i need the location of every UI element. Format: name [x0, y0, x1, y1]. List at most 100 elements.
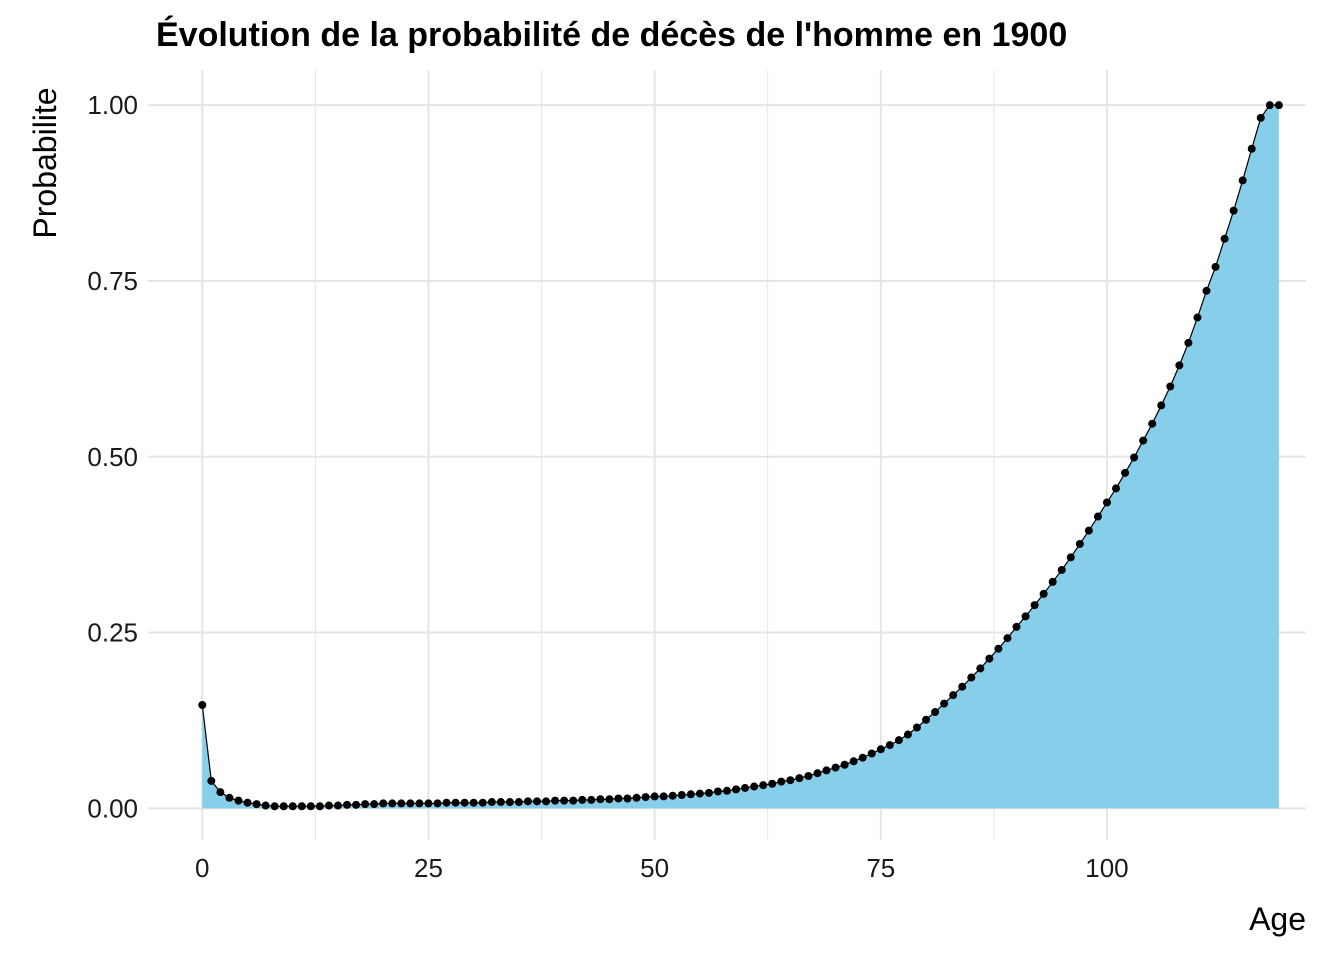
data-point — [207, 776, 216, 785]
data-point — [415, 799, 424, 808]
data-point — [777, 777, 786, 786]
data-point — [424, 799, 433, 808]
data-point — [949, 691, 958, 700]
data-point — [1048, 577, 1057, 586]
data-point — [1184, 338, 1193, 347]
data-point — [496, 798, 505, 807]
data-point — [940, 699, 949, 708]
data-point — [704, 788, 713, 797]
data-point — [858, 753, 867, 762]
data-point — [1066, 553, 1075, 562]
data-point — [306, 802, 315, 811]
data-point — [641, 793, 650, 802]
data-point — [1193, 313, 1202, 322]
data-point — [759, 781, 768, 790]
y-tick-label: 0.00 — [87, 793, 138, 823]
data-point — [713, 787, 722, 796]
data-point — [252, 800, 261, 809]
data-point — [1021, 612, 1030, 621]
data-point — [849, 757, 858, 766]
data-point — [1112, 484, 1121, 493]
data-point — [831, 763, 840, 772]
data-point — [967, 673, 976, 682]
data-point — [1130, 453, 1139, 462]
data-point — [478, 798, 487, 807]
data-point — [1057, 565, 1066, 574]
data-point — [1121, 468, 1130, 477]
data-point — [469, 798, 478, 807]
data-point — [1238, 176, 1247, 185]
data-point — [514, 798, 523, 807]
data-point — [442, 798, 451, 807]
data-point — [976, 664, 985, 673]
data-point — [1148, 419, 1157, 428]
data-point — [1003, 634, 1012, 643]
data-point — [198, 700, 207, 709]
data-point — [1211, 262, 1220, 271]
data-point — [1030, 601, 1039, 610]
data-point — [225, 793, 234, 802]
data-point — [388, 799, 397, 808]
data-point — [379, 799, 388, 808]
data-point — [279, 802, 288, 811]
data-point — [560, 796, 569, 805]
data-point — [1012, 622, 1021, 631]
data-point — [723, 786, 731, 795]
data-point — [1265, 101, 1274, 110]
data-point — [1229, 206, 1238, 215]
data-point — [695, 789, 704, 798]
data-point — [795, 774, 804, 783]
data-point — [370, 800, 379, 809]
data-point — [324, 801, 333, 810]
tick-labels: 0 25 50 75 100 0.00 0.25 0.50 0.75 1.00 — [87, 90, 1128, 883]
data-point — [741, 783, 750, 792]
data-point — [587, 795, 596, 804]
data-point — [542, 797, 551, 806]
data-point — [551, 796, 560, 805]
data-points — [198, 101, 1283, 811]
data-point — [1075, 539, 1084, 548]
data-point — [958, 682, 967, 691]
data-point — [451, 798, 460, 807]
data-point — [1102, 498, 1111, 507]
data-point — [533, 797, 542, 806]
data-point — [487, 798, 496, 807]
data-point — [894, 736, 903, 745]
data-point — [840, 760, 849, 769]
data-point — [433, 799, 442, 808]
data-point — [668, 791, 677, 800]
data-point — [523, 797, 532, 806]
data-point — [885, 741, 894, 750]
data-point — [1166, 382, 1175, 391]
data-point — [867, 749, 876, 758]
data-point — [343, 800, 352, 809]
data-point — [569, 796, 578, 805]
data-point — [1175, 361, 1184, 370]
data-point — [632, 793, 641, 802]
data-point — [985, 654, 994, 663]
x-tick-label: 100 — [1085, 853, 1128, 883]
data-point — [243, 798, 252, 807]
y-axis-label: Probabilite — [27, 87, 63, 238]
data-point — [1274, 101, 1283, 110]
data-point — [297, 802, 306, 811]
data-point — [460, 798, 469, 807]
data-point — [768, 779, 777, 788]
data-point — [903, 730, 912, 739]
data-point — [1139, 436, 1148, 445]
data-point — [931, 708, 940, 717]
data-point — [578, 795, 587, 804]
data-point — [1220, 234, 1229, 243]
data-point — [270, 802, 279, 811]
data-point — [1093, 512, 1102, 521]
data-point — [288, 802, 297, 811]
data-point — [605, 795, 614, 804]
data-point — [659, 792, 668, 801]
data-point — [1039, 589, 1048, 598]
data-point — [686, 790, 695, 799]
data-point — [361, 800, 370, 809]
data-point — [813, 769, 822, 778]
data-point — [750, 782, 759, 791]
data-point — [1202, 286, 1211, 295]
